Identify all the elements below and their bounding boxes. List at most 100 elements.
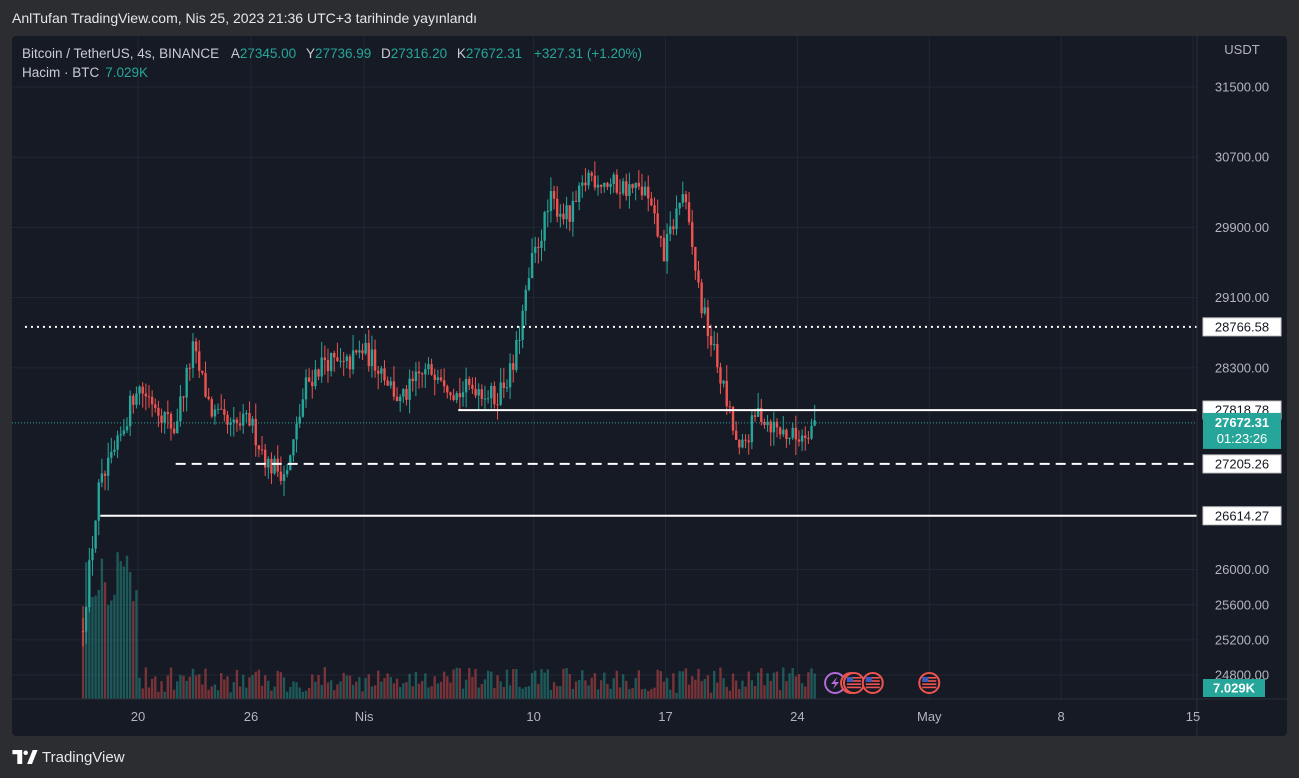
volume-bar	[493, 687, 496, 699]
volume-bar	[103, 582, 107, 699]
candle	[386, 376, 389, 387]
candle	[590, 170, 593, 182]
candle-body	[643, 186, 647, 196]
candle-body	[672, 226, 675, 230]
volume-bar	[420, 681, 424, 699]
candle-body	[273, 458, 276, 474]
volume-bar	[119, 561, 122, 699]
volume-bar	[317, 675, 320, 699]
candle	[706, 299, 710, 349]
volume-bar	[370, 686, 374, 699]
volume-bar	[555, 686, 559, 699]
volume-bar	[223, 679, 226, 699]
candle	[634, 182, 637, 201]
candle	[172, 421, 176, 435]
volume-bar	[647, 690, 650, 699]
level-price-box	[1202, 506, 1282, 526]
candle-body	[694, 246, 697, 271]
volume-bar	[377, 670, 380, 699]
candle	[518, 326, 521, 355]
volume-bar	[741, 680, 744, 699]
candle-body	[741, 439, 744, 448]
candle-body	[665, 234, 669, 262]
volume-bar	[694, 679, 697, 699]
price-tick-label: 29900.00	[1215, 220, 1269, 235]
candle	[606, 181, 609, 190]
candle	[468, 376, 471, 391]
symbol-name[interactable]: Bitcoin / TetherUS, 4s, BINANCE	[22, 46, 220, 61]
volume-bar	[700, 681, 703, 699]
volume-bar	[285, 691, 289, 699]
candle	[474, 377, 477, 399]
candle-body	[552, 191, 556, 199]
volume-bar	[245, 687, 248, 699]
time-tick-label: 10	[526, 709, 540, 724]
volume-bar	[458, 668, 462, 699]
candle-body	[298, 416, 301, 424]
candle-body	[518, 339, 521, 341]
candle	[650, 191, 653, 207]
candle-body	[615, 174, 619, 193]
candle-body	[254, 418, 257, 446]
candle-body	[373, 349, 377, 371]
candle-body	[141, 386, 144, 394]
volume-bar	[342, 672, 345, 699]
candle	[442, 368, 446, 393]
volume-bar	[135, 590, 138, 699]
candle-body	[125, 426, 129, 431]
candle-body	[813, 420, 816, 426]
volume-bar	[785, 681, 788, 699]
candle	[464, 367, 468, 408]
candle	[201, 370, 204, 376]
candle-body	[587, 172, 590, 186]
volume-bar	[681, 671, 684, 699]
candle-body	[106, 457, 110, 476]
volume-bar	[747, 671, 750, 699]
volume-bar	[254, 671, 257, 699]
price-chart[interactable]: 28766.5827818.7827205.2626614.2727672.31…	[12, 36, 1287, 736]
volume-bar	[709, 692, 713, 699]
candle-body	[804, 435, 807, 439]
candle	[700, 278, 703, 319]
candle	[512, 354, 515, 383]
candle	[373, 339, 377, 378]
volume-label[interactable]: Hacim · BTC	[22, 65, 100, 80]
candle	[461, 381, 465, 407]
volume-bar	[534, 670, 537, 699]
volume-bar	[301, 691, 305, 699]
volume-bars	[81, 552, 816, 699]
candle	[185, 364, 188, 412]
volume-bar	[505, 669, 509, 699]
candle-body	[417, 371, 421, 374]
candle	[182, 395, 185, 412]
candle-body	[442, 380, 446, 387]
candle	[367, 329, 370, 372]
candle-body	[716, 343, 719, 368]
volume-bar	[232, 682, 235, 699]
level-price-box	[1202, 317, 1282, 337]
volume-bar	[625, 680, 628, 699]
volume-bar	[712, 670, 716, 699]
candle	[559, 204, 562, 228]
candle-body	[744, 439, 747, 441]
volume-value: 7.029K	[105, 65, 149, 80]
us-flag-event-icon	[842, 672, 865, 694]
candle	[298, 403, 301, 428]
candle-body	[618, 192, 622, 194]
volume-bar	[176, 681, 179, 699]
candle-body	[455, 393, 458, 401]
candle	[323, 345, 327, 375]
candle	[370, 335, 374, 378]
candle-body	[238, 423, 242, 426]
candle-body	[364, 342, 367, 354]
volume-bar	[471, 676, 474, 699]
candle	[603, 182, 606, 193]
time-tick-label: May	[917, 709, 942, 724]
candle	[405, 385, 408, 406]
volume-bar	[81, 606, 85, 699]
candle	[128, 390, 132, 437]
volume-bar	[154, 676, 157, 699]
chart-frame[interactable]: 28766.58 27818.78 27205.26 26614.27 27672.31…	[12, 36, 1287, 736]
candle	[625, 173, 628, 201]
price-tick-label: 31500.00	[1215, 80, 1269, 95]
